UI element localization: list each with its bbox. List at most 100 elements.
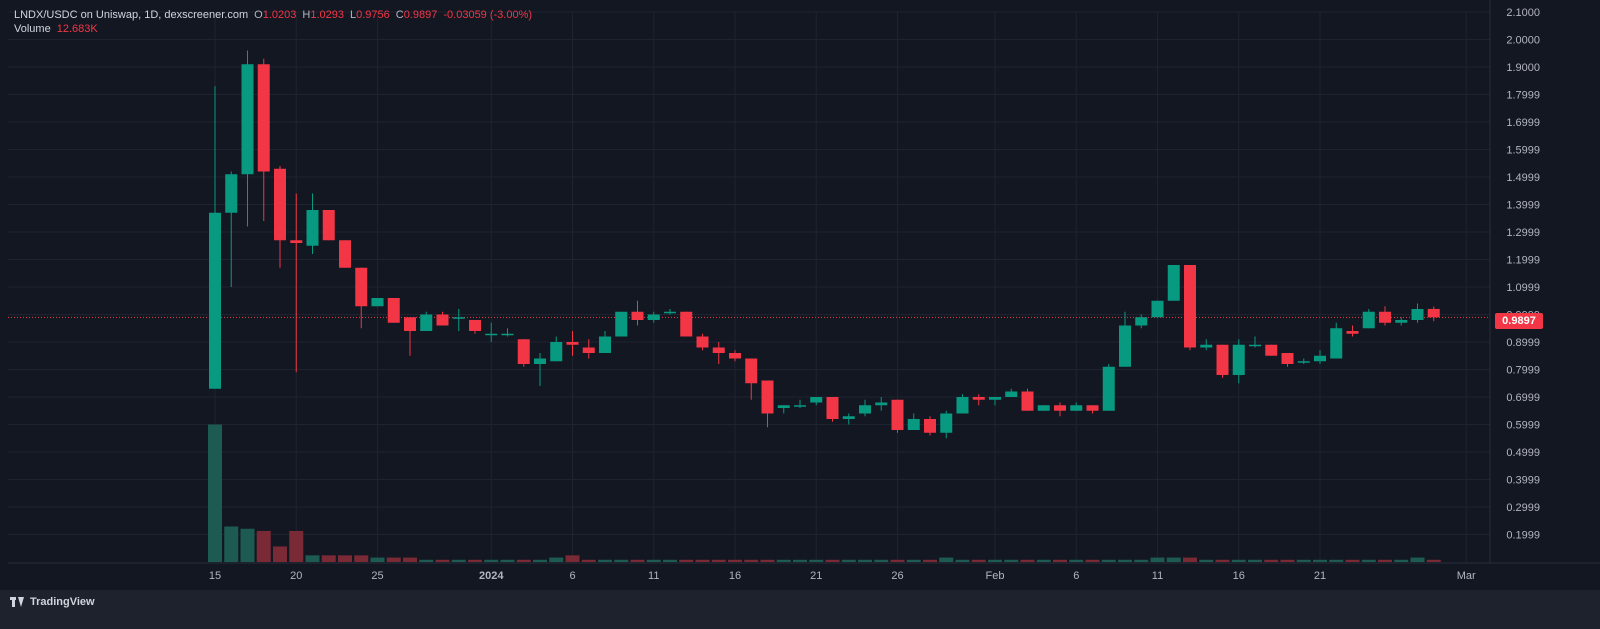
price-axis: 2.1000 2.0000 1.9000 1.7999 1.6999 1.5999 1.49… xyxy=(1506,7,1540,542)
volume-bar xyxy=(728,559,742,562)
volume-bar xyxy=(809,559,824,562)
candle-body xyxy=(371,298,384,307)
y-tick-label: 1.9000 xyxy=(1506,62,1540,74)
volume-bar xyxy=(549,557,564,562)
volume-bars xyxy=(208,424,1441,562)
candle-body xyxy=(1021,391,1034,411)
candle-body xyxy=(566,342,579,345)
candle-body xyxy=(274,168,286,241)
volume-bar xyxy=(841,559,856,562)
candle-body xyxy=(664,311,676,314)
volume-bar xyxy=(419,559,434,562)
volume-bar xyxy=(598,559,612,562)
candle-body xyxy=(1151,300,1164,318)
volume-bar xyxy=(1004,559,1019,562)
volume-bar xyxy=(630,559,645,562)
volume-bar xyxy=(663,559,677,562)
high-label: H xyxy=(302,9,311,21)
x-tick-label: 20 xyxy=(290,570,302,582)
open-value: 1.0203 xyxy=(262,9,297,21)
volume-row: Volume 12.683K xyxy=(14,22,532,36)
candle-body xyxy=(924,419,936,433)
candle-body xyxy=(647,314,660,320)
volume-bar xyxy=(1118,559,1132,562)
volume-bar xyxy=(1231,559,1246,562)
volume-bar xyxy=(581,559,596,562)
candle-body xyxy=(1135,317,1148,326)
candle-body xyxy=(1249,344,1261,347)
candle-body xyxy=(729,353,741,359)
candle-body xyxy=(1037,405,1050,411)
candle-body xyxy=(696,336,709,348)
candle-body xyxy=(387,298,400,323)
volume-bar xyxy=(1134,559,1149,562)
candle-body xyxy=(404,317,416,331)
candlestick-chart[interactable]: 2.1000 2.0000 1.9000 1.7999 1.6999 1.5999 1.49… xyxy=(0,0,1600,590)
volume-bar xyxy=(468,559,482,562)
volume-bar xyxy=(289,530,304,562)
volume-bar xyxy=(744,559,759,562)
volume-bar xyxy=(370,557,385,562)
candle-body xyxy=(1102,366,1115,411)
candle-body xyxy=(1200,344,1213,348)
volume-bar xyxy=(695,559,710,562)
open-label: O xyxy=(254,9,263,21)
y-tick-label: 0.8999 xyxy=(1506,337,1540,349)
volume-bar xyxy=(955,559,970,562)
candle-body xyxy=(1411,309,1424,320)
volume-bar xyxy=(208,424,222,562)
volume-bar xyxy=(1166,557,1181,562)
y-tick-label: 1.1999 xyxy=(1506,255,1540,267)
candle-body xyxy=(550,342,563,362)
volume-bar xyxy=(939,557,954,562)
volume-bar xyxy=(240,528,255,562)
last-price-tag: 0.9897 xyxy=(1495,313,1543,329)
candle-body xyxy=(1281,353,1294,364)
candle-body xyxy=(972,397,985,400)
volume-bar xyxy=(988,559,1002,562)
candles xyxy=(209,50,1440,439)
candle-body xyxy=(1379,311,1391,323)
volume-label: Volume xyxy=(14,23,51,35)
x-tick-label: 16 xyxy=(1233,570,1245,582)
volume-bar xyxy=(760,559,775,562)
y-tick-label: 0.6999 xyxy=(1506,392,1540,404)
volume-bar xyxy=(273,546,287,562)
volume-bar xyxy=(1345,559,1360,562)
candle-body xyxy=(615,311,628,337)
x-tick-label: Mar xyxy=(1457,570,1476,582)
volume-bar xyxy=(776,559,791,562)
candle-body xyxy=(1070,405,1083,411)
symbol-title: LNDX/USDC on Uniswap, 1D, dexscreener.co… xyxy=(14,9,249,21)
volume-bar xyxy=(565,555,580,562)
candle-body xyxy=(355,267,368,307)
candle-body xyxy=(1232,344,1245,375)
candle-body xyxy=(1314,355,1326,362)
change-value: -0.03059 (-3.00%) xyxy=(443,9,533,21)
candle-body xyxy=(501,333,514,336)
candle-body xyxy=(290,240,303,243)
low-label: L xyxy=(349,9,357,21)
candle-body xyxy=(810,397,823,403)
volume-bar xyxy=(923,559,937,562)
volume-bar xyxy=(890,559,905,562)
candle-body xyxy=(1297,361,1310,363)
volume-bar xyxy=(1410,557,1425,562)
tradingview-brand[interactable]: TradingView xyxy=(10,596,95,608)
volume-bar xyxy=(1199,559,1214,562)
y-tick-label: 0.2999 xyxy=(1506,502,1540,514)
high-value: 1.0293 xyxy=(310,9,344,21)
volume-bar xyxy=(711,559,726,562)
candle-body xyxy=(322,210,335,241)
volume-bar xyxy=(1361,559,1376,562)
candle-body xyxy=(907,419,920,430)
x-tick-label: 21 xyxy=(1314,570,1326,582)
candle-body xyxy=(826,397,839,419)
volume-bar xyxy=(1313,559,1327,562)
candle-body xyxy=(1265,344,1278,356)
close-value: 0.9897 xyxy=(403,9,438,21)
volume-bar xyxy=(224,526,239,562)
x-tick-label: 15 xyxy=(209,570,221,582)
candle-body xyxy=(1216,344,1229,375)
candle-body xyxy=(339,240,351,268)
